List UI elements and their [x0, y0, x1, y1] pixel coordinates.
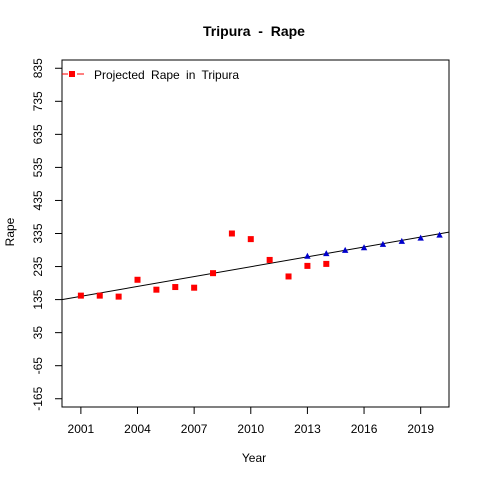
- x-axis-ticks: 2001 2004 2007 2010 2013 2016 2019: [68, 407, 434, 436]
- y-tick-label: -65: [31, 357, 45, 375]
- x-axis-label: Year: [242, 451, 266, 465]
- y-axis-ticks: -165 -65 35 135 235 335 435 535 635 735 835: [31, 58, 62, 411]
- y-tick-label: 335: [31, 223, 45, 243]
- y-tick-label: 635: [31, 124, 45, 144]
- x-tick-label: 2019: [407, 422, 434, 436]
- trend-line: [61, 231, 450, 301]
- chart-title: Tripura - Rape: [203, 23, 305, 39]
- x-tick-label: 2004: [124, 422, 151, 436]
- y-tick-label: 835: [31, 58, 45, 78]
- data-point-square: [115, 293, 122, 300]
- data-point-square: [172, 284, 179, 291]
- y-tick-label: 235: [31, 256, 45, 276]
- y-tick-label: 535: [31, 157, 45, 177]
- data-point-triangle: [398, 237, 406, 244]
- data-point-triangle: [360, 244, 368, 251]
- data-point-square: [323, 260, 330, 267]
- y-tick-label: 35: [31, 326, 45, 340]
- data-point-triangle: [417, 234, 424, 241]
- data-point-triangle: [379, 240, 387, 247]
- marks-layer: [77, 230, 443, 300]
- data-point-square: [304, 262, 311, 269]
- data-point-square: [285, 273, 292, 280]
- x-tick-label: 2013: [294, 422, 321, 436]
- data-point-square: [77, 292, 84, 299]
- x-tick-label: 2007: [181, 422, 208, 436]
- y-tick-label: 135: [31, 289, 45, 309]
- plot-frame: [61, 59, 450, 408]
- x-tick-label: 2001: [68, 422, 95, 436]
- data-point-square: [96, 292, 103, 299]
- data-point-square: [153, 286, 160, 293]
- data-point-triangle: [341, 246, 349, 253]
- plot-area: [61, 59, 450, 408]
- data-point-square: [191, 284, 198, 291]
- data-point-square: [247, 236, 254, 243]
- legend: Projected Rape in Tripura: [62, 68, 239, 82]
- legend-label: Projected Rape in Tripura: [94, 68, 239, 82]
- data-point-triangle: [436, 231, 443, 238]
- data-point-square: [210, 270, 217, 277]
- data-point-square: [134, 276, 141, 283]
- data-point-triangle: [304, 252, 311, 259]
- y-tick-label: 735: [31, 91, 45, 111]
- trend-layer: [61, 231, 450, 301]
- x-tick-label: 2010: [237, 422, 264, 436]
- data-point-square: [266, 256, 273, 263]
- x-tick-label: 2016: [351, 422, 378, 436]
- y-tick-label: 435: [31, 190, 45, 210]
- data-point-triangle: [323, 250, 330, 257]
- legend-marker-square: [69, 71, 75, 77]
- y-axis-label: Rape: [3, 217, 17, 246]
- y-tick-label: -165: [31, 386, 45, 410]
- data-point-square: [228, 230, 235, 237]
